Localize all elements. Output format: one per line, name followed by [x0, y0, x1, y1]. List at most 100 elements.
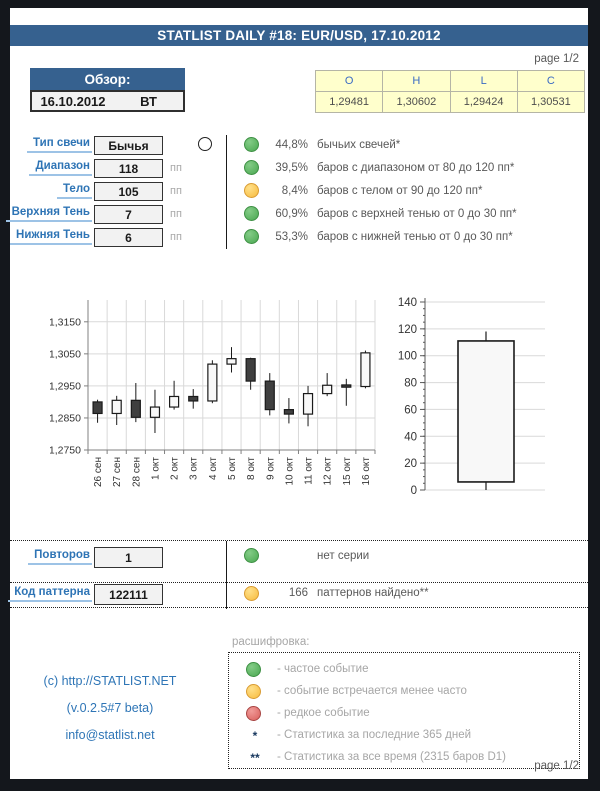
svg-text:1,3150: 1,3150 — [50, 316, 81, 328]
overview-header: Обзор: — [30, 68, 185, 90]
svg-text:9 окт: 9 окт — [265, 457, 276, 480]
stat-row-candle-type: Тип свечи Бычья 44,8% бычьих свечей* — [10, 135, 588, 158]
svg-text:1,2950: 1,2950 — [50, 381, 81, 393]
stat-description: бычьих свечей* — [317, 139, 401, 151]
svg-text:80: 80 — [404, 378, 417, 390]
svg-text:10 окт: 10 окт — [284, 457, 295, 486]
ohlc-header-h: H — [382, 70, 451, 92]
stat-label: Тип свечи — [27, 137, 92, 153]
status-dot-icon — [244, 137, 259, 152]
svg-text:1,2850: 1,2850 — [50, 413, 81, 425]
stat-unit: пп — [170, 208, 182, 220]
svg-text:0: 0 — [411, 485, 417, 497]
stat-percent: 8,4% — [281, 185, 308, 197]
version-label: (v.0.2.5#7 beta) — [66, 701, 154, 715]
stat-row-body: Тело 105 пп 8,4% баров с телом от 90 до … — [10, 181, 588, 204]
stat-value: 7 — [94, 205, 163, 224]
repeats-description: нет серии — [317, 550, 370, 562]
legend-box: - частое событие - событие встречается м… — [228, 652, 580, 769]
stat-label: Тело — [56, 183, 92, 199]
email-link[interactable]: info@statlist.net — [65, 728, 155, 742]
legend-text: - редкое событие — [277, 707, 370, 719]
svg-text:3 окт: 3 окт — [189, 457, 200, 480]
candlestick-history-chart: 1,2750 1,2850 1,2950 1,3050 1,3150 26 сен 27 с… — [50, 300, 376, 487]
svg-text:27 сен: 27 сен — [112, 457, 123, 487]
status-dot-icon — [244, 160, 259, 175]
current-candle-chart: 0 20 40 60 80 100 120 140 — [398, 297, 545, 497]
svg-text:12 окт: 12 окт — [323, 457, 334, 486]
stat-label: Верхняя Тень — [5, 206, 92, 222]
svg-text:1,2750: 1,2750 — [50, 445, 81, 457]
ohlc-close: 1,30531 — [516, 91, 586, 113]
svg-text:8 окт: 8 окт — [246, 457, 257, 480]
stat-percent: 60,9% — [275, 208, 308, 220]
green-dot-icon — [246, 662, 261, 677]
patterns-found-count: 166 — [288, 587, 308, 599]
legend-text: - событие встречается менее часто — [277, 685, 467, 697]
ohlc-table: O H L C 1,29481 1,30602 1,29424 1,30531 — [314, 70, 586, 113]
repeats-value: 1 — [94, 547, 163, 568]
yellow-dot-icon — [246, 684, 261, 699]
svg-text:120: 120 — [398, 324, 417, 336]
stat-unit: пп — [170, 185, 182, 197]
stat-label: Диапазон — [29, 160, 92, 176]
stat-value: Бычья — [94, 136, 163, 155]
stat-description: баров с диапазоном от 80 до 120 пп* — [317, 162, 515, 174]
pattern-code-row: Код паттерна 122111 166 паттернов найден… — [8, 583, 588, 609]
patterns-divider-line — [226, 541, 227, 609]
status-dot-icon — [244, 548, 259, 563]
legend-text: - Статистика за последние 365 дней — [277, 729, 472, 741]
asterisk-marker: * — [252, 729, 258, 743]
page-title: STATLIST DAILY #18: EUR/USD, 17.10.2012 — [157, 28, 441, 43]
stat-value: 118 — [94, 159, 163, 178]
ohlc-header-o: O — [314, 70, 384, 92]
svg-text:140: 140 — [398, 297, 417, 309]
stat-unit: пп — [170, 162, 182, 174]
svg-text:16 окт: 16 окт — [361, 457, 372, 486]
svg-text:5 окт: 5 окт — [227, 457, 238, 480]
double-asterisk-marker: ** — [250, 751, 260, 765]
page-number-bottom: page 1/2 — [534, 760, 579, 772]
repeats-label: Повторов — [28, 549, 92, 565]
ohlc-high: 1,30602 — [382, 91, 451, 113]
status-dot-icon — [244, 586, 259, 601]
svg-text:1,3050: 1,3050 — [50, 349, 81, 361]
svg-text:4 окт: 4 окт — [208, 457, 219, 480]
stat-percent: 44,8% — [275, 139, 308, 151]
report-sheet: STATLIST DAILY #18: EUR/USD, 17.10.2012 … — [5, 8, 588, 779]
svg-text:1 окт: 1 окт — [150, 457, 161, 480]
legend-item-less-frequent: - событие встречается менее часто — [229, 681, 579, 703]
stat-label: Нижняя Тень — [10, 229, 92, 245]
page-number-top: page 1/2 — [534, 53, 579, 65]
svg-text:40: 40 — [404, 431, 417, 443]
status-dot-icon — [244, 206, 259, 221]
status-dot-icon — [244, 183, 259, 198]
candle-type-circle-icon — [198, 137, 212, 151]
legend-item-365-days: * - Статистика за последние 365 дней — [229, 725, 579, 747]
svg-text:15 окт: 15 окт — [342, 457, 353, 486]
svg-text:26 сен: 26 сен — [93, 457, 104, 487]
ohlc-open: 1,29481 — [314, 91, 384, 113]
site-link[interactable]: (c) http://STATLIST.NET — [43, 674, 177, 688]
legend-text: - Статистика за все время (2315 баров D1… — [277, 751, 506, 763]
footer-info: (c) http://STATLIST.NET (v.0.2.5#7 beta)… — [20, 674, 200, 742]
status-dot-icon — [244, 229, 259, 244]
stat-row-upper-shadow: Верхняя Тень 7 пп 60,9% баров с верхней … — [5, 204, 588, 227]
stat-value: 6 — [94, 228, 163, 247]
pattern-code-value: 122111 — [94, 584, 163, 605]
red-dot-icon — [246, 706, 261, 721]
report-title-banner: STATLIST DAILY #18: EUR/USD, 17.10.2012 — [10, 25, 588, 46]
svg-text:100: 100 — [398, 351, 417, 363]
legend-title: расшифровка: — [232, 636, 310, 648]
stat-unit: пп — [170, 231, 182, 243]
legend-item-rare: - редкое событие — [229, 703, 579, 725]
ohlc-header-row: O H L C — [314, 70, 586, 92]
svg-text:2 окт: 2 окт — [170, 457, 181, 480]
stats-divider-line — [226, 135, 227, 249]
overview-weekday: ВТ — [114, 90, 185, 112]
legend-text: - частое событие — [277, 663, 369, 675]
svg-text:28 сен: 28 сен — [131, 457, 142, 487]
repeats-row: Повторов 1 нет серии — [10, 541, 588, 583]
stat-value: 105 — [94, 182, 163, 201]
